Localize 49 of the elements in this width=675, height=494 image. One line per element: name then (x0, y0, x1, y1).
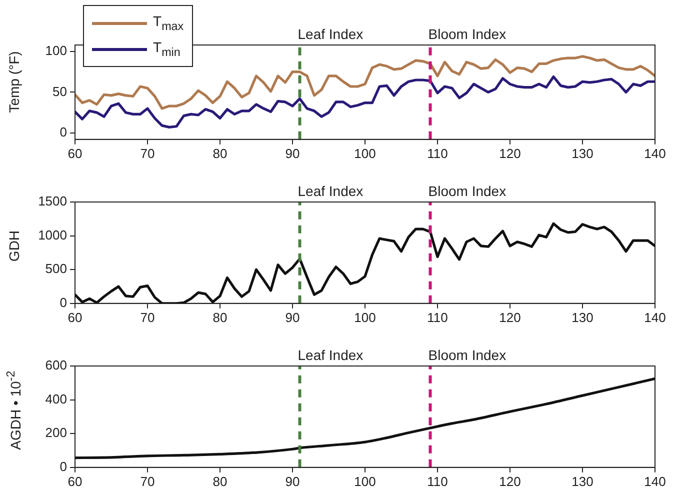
x-tick-label: 70 (140, 310, 155, 325)
x-tick-label: 100 (354, 146, 376, 161)
y-tick-label: 100 (45, 43, 67, 58)
x-tick-label: 100 (354, 474, 376, 489)
x-tick-label: 140 (644, 310, 666, 325)
line-series (75, 377, 655, 460)
y-axis-title: GDH (6, 230, 22, 262)
y-tick-label: 500 (45, 261, 67, 276)
ref-line-label: Bloom Index (428, 26, 506, 42)
x-tick-label: 130 (572, 146, 594, 161)
x-tick-label: 60 (68, 146, 82, 161)
y-tick-label: 0 (60, 458, 67, 474)
legend-label: T$_{min}$ (153, 39, 180, 59)
y-tick-label: 0 (60, 124, 67, 140)
ref-line-label: Bloom Index (428, 346, 506, 363)
y-tick-label: 600 (45, 358, 67, 373)
x-tick-label: 110 (427, 310, 448, 325)
legend-label: T$_{max}$ (153, 13, 184, 33)
x-tick-label: 140 (644, 146, 666, 161)
x-tick-label: 130 (572, 474, 594, 489)
ref-line-label: Bloom Index (428, 182, 506, 199)
x-tick-label: 90 (285, 310, 300, 325)
y-tick-label: 1500 (38, 194, 67, 209)
x-tick-label: 120 (499, 146, 521, 161)
y-tick-label: 400 (45, 391, 67, 406)
y-tick-label: 50 (52, 84, 67, 99)
y-tick-label: 200 (45, 425, 67, 440)
x-tick-label: 110 (427, 474, 448, 489)
x-tick-label: 80 (212, 146, 228, 161)
y-axis-title: Temp (°F) (6, 51, 22, 113)
x-tick-label: 90 (285, 474, 300, 489)
x-tick-label: 90 (285, 146, 300, 161)
x-tick-label: 120 (499, 310, 521, 325)
x-tick-label: 70 (140, 146, 155, 161)
x-tick-label: 60 (68, 310, 82, 325)
x-tick-label: 70 (140, 474, 155, 489)
x-tick-label: 60 (68, 474, 82, 489)
ref-line-label: Leaf Index (298, 182, 364, 199)
x-tick-label: 130 (572, 310, 594, 325)
x-tick-label: 80 (212, 310, 228, 325)
ref-line-label: Leaf Index (298, 346, 364, 363)
y-tick-label: 0 (60, 294, 67, 310)
x-tick-label: 140 (644, 474, 666, 489)
ref-line-label: Leaf Index (298, 26, 364, 42)
x-tick-label: 110 (427, 146, 448, 161)
x-tick-label: 80 (212, 474, 228, 489)
x-tick-label: 100 (354, 310, 376, 325)
x-tick-label: 120 (499, 474, 521, 489)
y-tick-label: 1000 (38, 227, 67, 242)
